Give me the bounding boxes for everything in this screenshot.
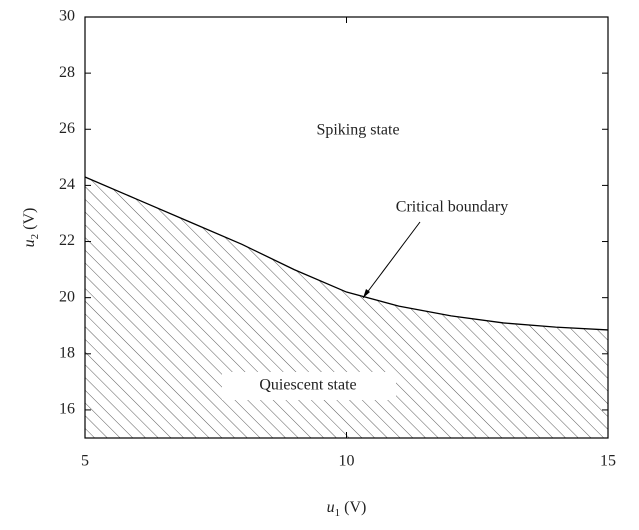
y-tick-label: 22 [59, 232, 75, 249]
y-axis-label-unit: (V) [21, 208, 38, 234]
y-axis-label: u2 (V) [21, 208, 41, 248]
y-axis-label-var: u [21, 239, 38, 247]
y-tick-label: 28 [59, 64, 75, 81]
x-axis-label: u1 (V) [327, 499, 367, 519]
x-tick-label: 15 [600, 453, 616, 470]
x-tick-label: 10 [339, 453, 355, 470]
y-tick-label: 20 [59, 288, 75, 305]
annotation-arrow [362, 221, 421, 299]
x-axis-label-var: u [327, 499, 335, 516]
annotation: Quiescent state [259, 377, 356, 394]
boundary-line [84, 176, 609, 331]
y-tick-label: 26 [59, 120, 75, 137]
y-tick-label: 16 [59, 401, 75, 418]
annotation: Critical boundary [396, 199, 508, 216]
y-tick-label: 30 [59, 8, 75, 25]
x-tick-label: 5 [81, 453, 89, 470]
x-axis-label-unit: (V) [340, 499, 366, 516]
annotation: Spiking state [316, 122, 399, 139]
arrow-head [363, 289, 370, 298]
y-axis-label-sub: 2 [29, 234, 41, 240]
y-tick-label: 18 [59, 344, 75, 361]
annotation-bg [222, 372, 396, 400]
y-tick-label: 24 [59, 176, 75, 193]
x-axis-label-sub: 1 [335, 507, 341, 519]
hatched-area [85, 176, 608, 439]
